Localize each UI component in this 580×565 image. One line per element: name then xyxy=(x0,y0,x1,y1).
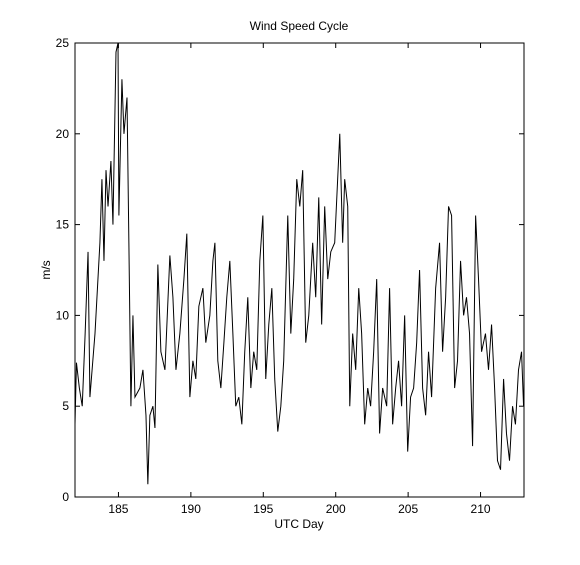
x-axis-label: UTC Day xyxy=(274,517,323,531)
x-tick-label: 200 xyxy=(326,502,346,516)
y-tick-label: 20 xyxy=(56,127,70,141)
y-tick-label: 0 xyxy=(62,490,69,504)
y-tick-label: 15 xyxy=(56,218,70,232)
plot-frame xyxy=(74,42,525,498)
y-tick-label: 25 xyxy=(56,36,70,50)
x-tick-label: 185 xyxy=(108,502,128,516)
x-tick-label: 205 xyxy=(398,502,418,516)
x-tick-label: 195 xyxy=(253,502,273,516)
chart-title: Wind Speed Cycle xyxy=(250,19,349,33)
y-tick-label: 10 xyxy=(56,308,70,322)
y-axis-label: m/s xyxy=(39,260,53,279)
data-line xyxy=(74,42,525,485)
y-tick-label: 5 xyxy=(62,399,69,413)
x-tick-label: 210 xyxy=(471,502,491,516)
x-tick-label: 190 xyxy=(181,502,201,516)
